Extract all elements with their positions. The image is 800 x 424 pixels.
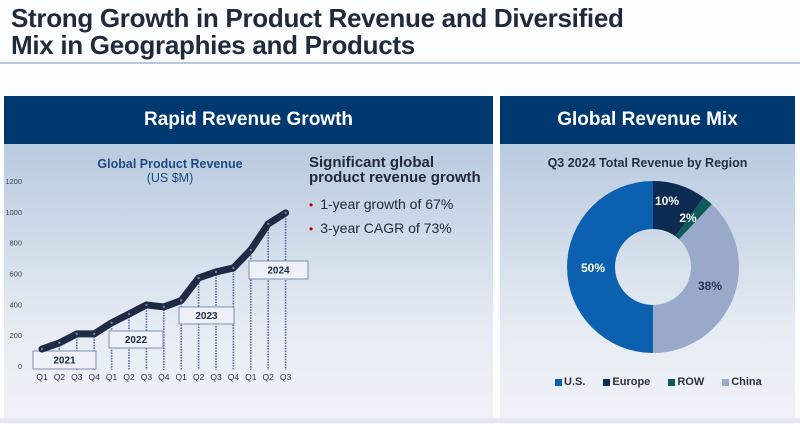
revenue-mix-header: Global Revenue Mix — [500, 96, 795, 144]
x-tick-label: Q1 — [36, 372, 48, 382]
x-tick-label: Q1 — [106, 372, 118, 382]
legend-swatch-icon — [603, 378, 611, 386]
note-text: 3-year CAGR of 73% — [320, 220, 452, 236]
line-chart-title-block: Global Product Revenue (US $M) — [80, 157, 260, 185]
revenue-growth-panel: Rapid Revenue Growth — [4, 96, 493, 424]
x-tick-label: Q2 — [193, 372, 205, 382]
y-tick-label: 600 — [9, 270, 22, 279]
year-box-2023 — [178, 306, 235, 325]
data-point — [284, 211, 287, 215]
note-item: • 1-year growth of 67% — [309, 193, 489, 217]
x-tick-label: Q4 — [158, 372, 170, 382]
slide-title-line2: Mix in Geographies and Products — [11, 30, 415, 60]
legend-item: Europe — [603, 376, 650, 388]
legend-label: Europe — [612, 376, 651, 388]
x-tick-label: Q3 — [210, 372, 222, 382]
legend-item: U.S. — [555, 376, 585, 388]
line-chart-title: Global Product Revenue — [97, 157, 243, 171]
data-point — [197, 276, 200, 280]
data-point — [267, 222, 270, 226]
data-point — [40, 347, 44, 351]
year-box-2022 — [108, 330, 164, 349]
slide-title-line1: Strong Growth in Product Revenue and Div… — [11, 3, 624, 33]
donut-label: 2% — [679, 211, 697, 225]
y-tick-label: 400 — [9, 300, 22, 309]
x-tick-label: Q2 — [123, 372, 135, 382]
data-point — [232, 266, 235, 270]
year-label: 2023 — [195, 311, 218, 322]
y-tick-label: 200 — [9, 331, 22, 340]
year-box-2024 — [248, 260, 309, 280]
notes-list: • 1-year growth of 67% • 3-year CAGR of 73… — [309, 193, 489, 241]
donut-slice-row — [675, 197, 712, 240]
donut-legend: U.S. Europe ROW China — [555, 376, 762, 388]
data-point — [214, 270, 218, 274]
x-tick-label: Q4 — [228, 372, 240, 382]
note-item: • 3-year CAGR of 73% — [309, 217, 489, 241]
data-point — [127, 312, 131, 316]
data-point — [75, 332, 79, 336]
legend-label: China — [731, 376, 762, 388]
data-point — [249, 248, 252, 252]
donut-slice-china — [653, 204, 739, 353]
x-tick-label: Q3 — [71, 372, 83, 382]
y-tick-label: 0 — [18, 362, 22, 371]
year-label: 2021 — [53, 356, 76, 367]
x-tick-label: Q1 — [176, 372, 188, 382]
x-tick-label: Q1 — [245, 372, 257, 382]
x-tick-label: Q2 — [263, 372, 275, 382]
data-point — [93, 332, 96, 336]
legend-item: China — [722, 376, 762, 388]
donut-label: 38% — [698, 279, 722, 293]
x-tick-label: Q4 — [89, 372, 101, 382]
bullet-icon: • — [309, 198, 314, 212]
bottom-strip — [0, 418, 800, 423]
x-tick-label: Q2 — [54, 372, 66, 382]
bullet-icon: • — [309, 222, 314, 236]
data-point — [110, 321, 113, 325]
legend-swatch-icon — [555, 378, 562, 386]
legend-item: ROW — [668, 376, 704, 388]
y-tick-label: 1200 — [5, 177, 22, 186]
y-tick-label: 1000 — [5, 208, 22, 217]
legend-label: ROW — [677, 376, 705, 388]
year-label: 2024 — [267, 266, 290, 277]
legend-label: U.S. — [564, 376, 586, 388]
title-divider — [0, 62, 800, 64]
revenue-mix-panel: Global Revenue Mix — [500, 96, 795, 424]
revenue-growth-header: Rapid Revenue Growth — [4, 96, 493, 144]
donut-label: 10% — [655, 194, 679, 208]
year-box-2021 — [32, 350, 97, 370]
line-chart-subtitle: (US $M) — [146, 171, 194, 185]
x-tick-label: Q3 — [280, 372, 292, 382]
y-tick-label: 800 — [9, 239, 22, 248]
donut-label: 50% — [581, 261, 605, 275]
donut-chart-title: Q3 2024 Total Revenue by Region — [547, 156, 748, 170]
growth-notes: Significant global product revenue growt… — [309, 155, 489, 241]
note-text: 1-year growth of 67% — [320, 196, 454, 212]
data-point — [162, 305, 165, 309]
legend-swatch-icon — [722, 378, 730, 386]
donut-slice-us — [567, 181, 653, 353]
notes-heading: Significant global product revenue growt… — [309, 154, 481, 186]
donut-slice-europe — [653, 181, 704, 237]
data-point — [145, 303, 148, 307]
x-tick-label: Q3 — [141, 372, 153, 382]
legend-swatch-icon — [668, 378, 676, 386]
slide-title: Strong Growth in Product Revenue and Div… — [11, 5, 624, 59]
data-point — [180, 299, 183, 302]
data-point — [58, 341, 61, 345]
year-label: 2022 — [125, 335, 148, 346]
